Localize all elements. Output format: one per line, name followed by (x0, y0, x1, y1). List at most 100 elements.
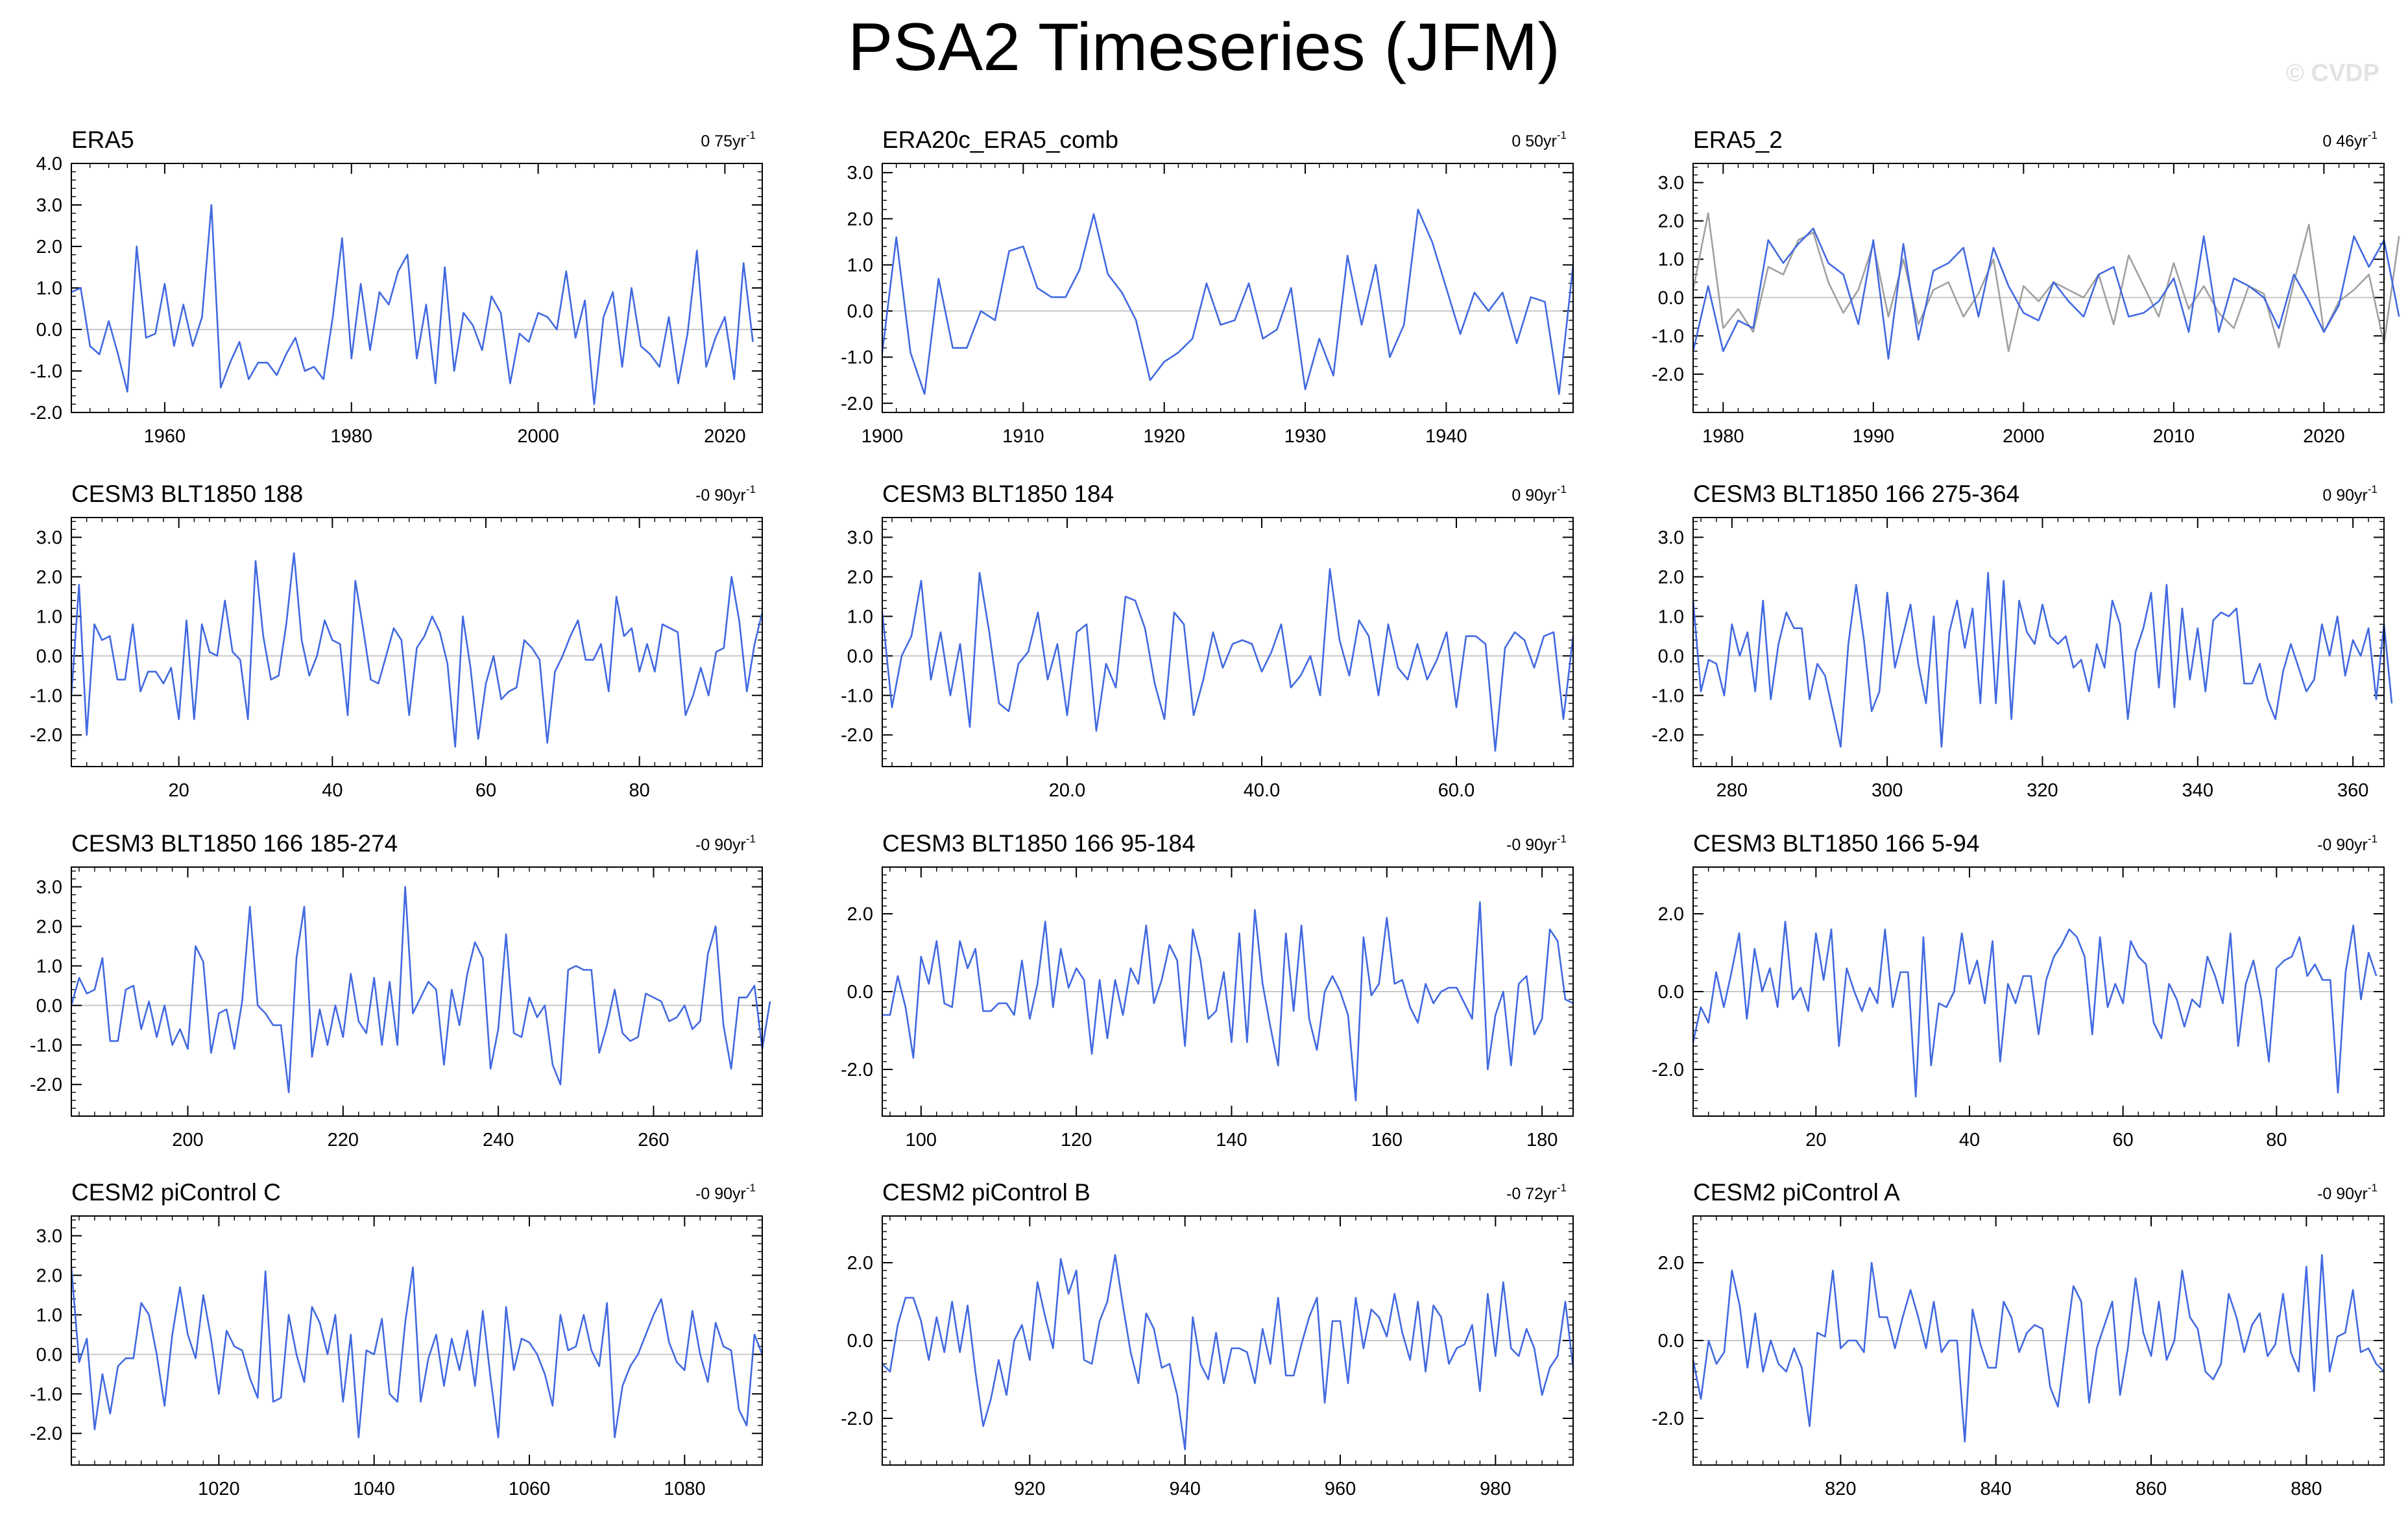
y-tick-label: 0.0 (36, 320, 62, 340)
x-tick-label: 860 (2136, 1479, 2167, 1499)
y-tick-label: 0.0 (847, 982, 873, 1003)
x-tick-label: 200 (172, 1130, 203, 1150)
x-tick-label: 1960 (144, 426, 186, 447)
chart-panel: CESM3 BLT1850 188 -0 90yr-1 -2.0 -1.0 0.0 1.0… (30, 481, 764, 801)
trend-unit-superscript: -1 (746, 833, 756, 845)
y-tick-label: 2.0 (847, 209, 873, 230)
panel-title: CESM2 piControl B (882, 1179, 1090, 1206)
x-tick-label: 1990 (1853, 426, 1895, 447)
y-tick-label: 2.0 (36, 567, 62, 588)
y-tick-label: 0.0 (36, 1344, 62, 1365)
y-tick-label: 0.0 (847, 646, 873, 667)
y-tick-label: -2.0 (30, 1424, 62, 1444)
x-tick-label: 40 (322, 780, 343, 801)
x-tick-label: 2020 (704, 426, 746, 447)
plot-frame (1692, 1215, 2385, 1466)
x-tick-label: 980 (1480, 1479, 1511, 1499)
y-tick-label: 2.0 (1658, 1253, 1684, 1274)
trend-label: -0 90yr-1 (2317, 1182, 2378, 1203)
y-tick-label: -1.0 (30, 1035, 62, 1056)
panel-title: CESM2 piControl A (1693, 1179, 1900, 1206)
y-tick-label: -2.0 (30, 1075, 62, 1095)
y-tick-label: -1.0 (841, 348, 873, 368)
chart-panel: CESM2 piControl A -0 90yr-1 -2.0 0.0 2.0 820 8… (1652, 1179, 2385, 1499)
y-tick-label: 2.0 (36, 916, 62, 937)
x-tick-label: 940 (1169, 1479, 1200, 1499)
trend-label: -0 72yr-1 (1506, 1182, 1567, 1203)
series-line (882, 1254, 1574, 1451)
trend-value: -0 90yr (2317, 1185, 2368, 1203)
trend-value: -0 90yr (695, 836, 746, 854)
x-tick-label: 120 (1061, 1130, 1092, 1150)
x-tick-label: 180 (1526, 1130, 1558, 1150)
x-tick-label: 960 (1325, 1479, 1356, 1499)
y-tick-label: 0.0 (847, 302, 873, 322)
panel-title: CESM3 BLT1850 166 95-184 (882, 830, 1196, 857)
x-tick-label: 60 (2113, 1130, 2134, 1150)
y-tick-label: 3.0 (36, 527, 62, 548)
y-tick-label: -1.0 (30, 686, 62, 706)
x-tick-label: 60 (476, 780, 496, 801)
y-tick-label: 2.0 (1658, 904, 1684, 925)
series-line (71, 204, 754, 405)
trend-label: 0 90yr-1 (2322, 483, 2378, 505)
y-tick-label: 3.0 (36, 877, 62, 898)
plot-frame (882, 163, 1574, 413)
trend-unit-superscript: -1 (746, 129, 756, 141)
x-tick-label: 2000 (2003, 426, 2045, 447)
panel-title: CESM3 BLT1850 184 (882, 481, 1114, 507)
y-tick-label: 1.0 (847, 606, 873, 627)
y-tick-label: 1.0 (36, 956, 62, 977)
x-tick-label: 100 (906, 1130, 937, 1150)
panel-title: ERA5 (71, 126, 134, 153)
plot-frame (1692, 866, 2385, 1117)
y-tick-label: 2.0 (1658, 567, 1684, 588)
reference-series-line (1692, 212, 2400, 352)
trend-unit-superscript: -1 (1557, 483, 1567, 495)
x-tick-label: 1900 (861, 426, 904, 447)
trend-unit-superscript: -1 (1557, 129, 1567, 141)
x-tick-label: 160 (1371, 1130, 1403, 1150)
series-line (1692, 228, 2400, 360)
x-tick-label: 1920 (1143, 426, 1185, 447)
y-tick-label: 3.0 (36, 1226, 62, 1246)
x-tick-label: 880 (2291, 1479, 2322, 1499)
y-tick-label: 0.0 (36, 995, 62, 1016)
x-tick-label: 240 (483, 1130, 514, 1150)
panel-title: CESM3 BLT1850 166 275-364 (1693, 481, 2019, 507)
x-tick-label: 360 (2337, 780, 2368, 801)
y-tick-label: 2.0 (36, 1265, 62, 1286)
trend-value: -0 72yr (1506, 1185, 1557, 1203)
trend-label: 0 90yr-1 (1511, 483, 1567, 505)
y-tick-label: 1.0 (847, 255, 873, 276)
chart-panel: CESM3 BLT1850 166 95-184 -0 90yr-1 -2.0 0.0… (841, 830, 1574, 1150)
x-tick-label: 840 (1980, 1479, 2011, 1499)
y-tick-label: -2.0 (30, 725, 62, 746)
y-tick-label: 1.0 (36, 278, 62, 299)
y-tick-label: 3.0 (847, 527, 873, 548)
y-tick-label: 2.0 (1658, 211, 1684, 232)
y-tick-label: -2.0 (1652, 364, 1684, 385)
x-tick-label: 280 (1716, 780, 1748, 801)
trend-unit-superscript: -1 (1557, 1182, 1567, 1194)
y-tick-label: 3.0 (847, 163, 873, 184)
y-tick-label: -2.0 (1652, 1060, 1684, 1080)
x-tick-label: 80 (629, 780, 650, 801)
y-tick-label: 1.0 (1658, 250, 1684, 270)
series-line (1692, 1254, 2385, 1443)
y-tick-label: 0.0 (36, 646, 62, 667)
y-tick-label: -2.0 (1652, 1409, 1684, 1429)
x-tick-label: 1020 (198, 1479, 240, 1499)
trend-label: 0 50yr-1 (1511, 129, 1567, 150)
y-tick-label: 2.0 (847, 567, 873, 588)
panel-title: CESM3 BLT1850 188 (71, 481, 303, 507)
series-line (1692, 920, 2378, 1098)
plot-frame (1692, 163, 2385, 413)
y-tick-label: 3.0 (1658, 527, 1684, 548)
chart-panel: CESM2 piControl B -0 72yr-1 -2.0 0.0 2.0 920 9… (841, 1179, 1574, 1499)
trend-label: -0 90yr-1 (1506, 833, 1567, 854)
trend-label: 0 75yr-1 (701, 129, 756, 150)
chart-panel: CESM3 BLT1850 166 275-364 0 90yr-1 -2.0 -1.… (1652, 481, 2393, 801)
x-tick-label: 1910 (1002, 426, 1044, 447)
x-tick-label: 1980 (1702, 426, 1744, 447)
